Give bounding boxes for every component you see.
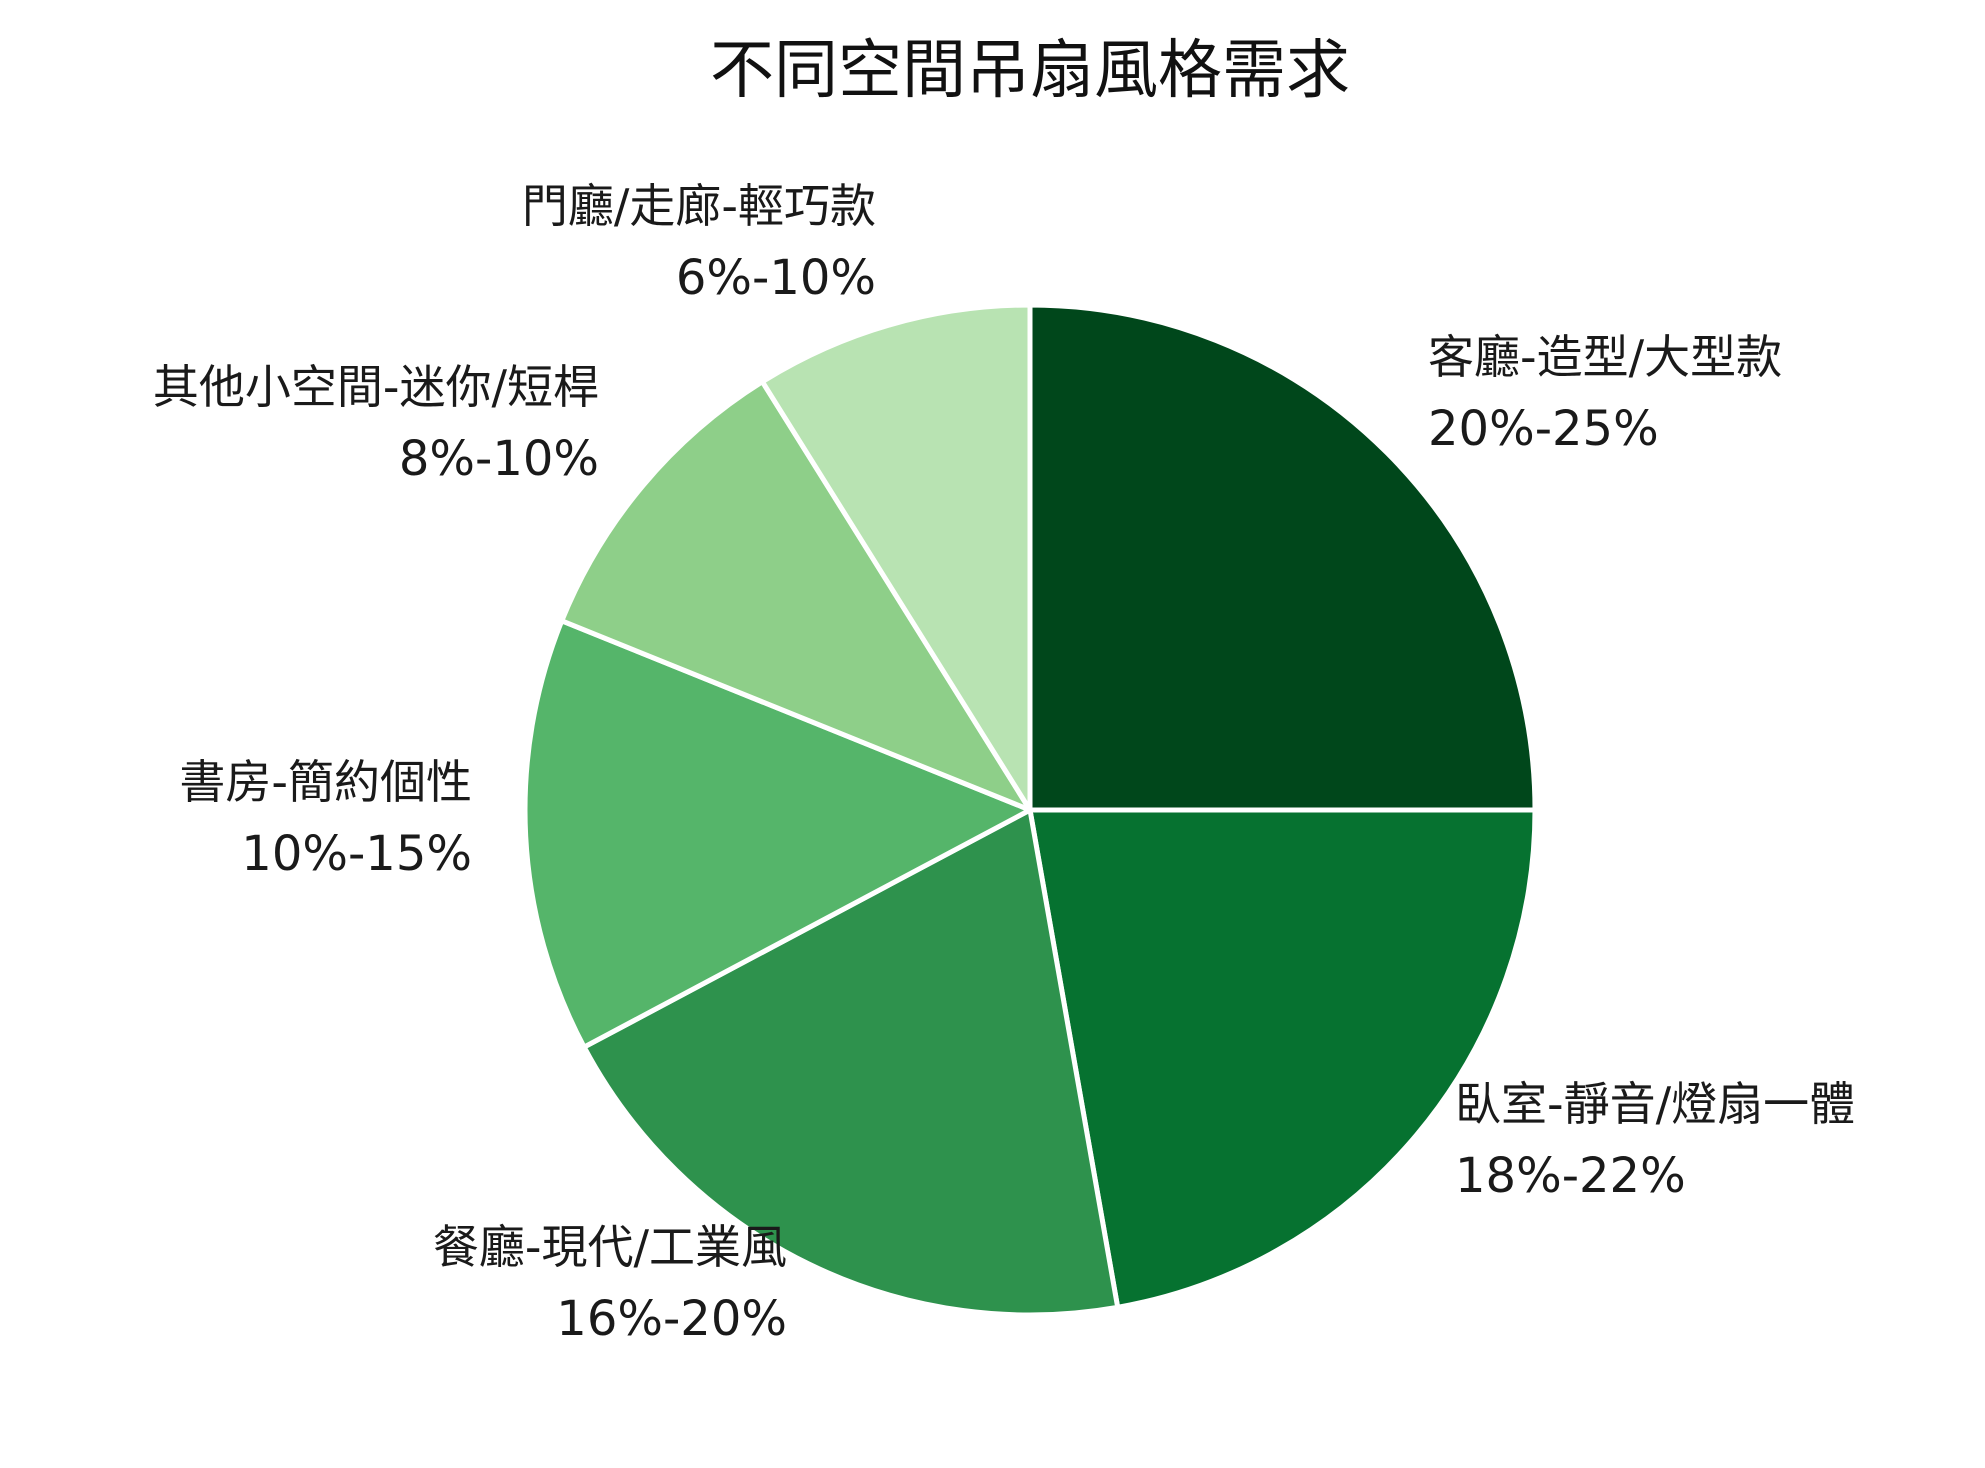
slice-label-3: 餐廳-現代/工業風 (433, 1220, 787, 1274)
slice-label-5: 其他小空間-迷你/短桿 (153, 360, 599, 414)
pie-slice-3 (581, 807, 1121, 1318)
pie-slice-2 (1027, 807, 1538, 1310)
pie-slices (522, 302, 1538, 1318)
slice-label-4: 書房-簡約個性 (179, 755, 472, 809)
slice-range-label-4: 10%-15% (241, 826, 472, 882)
chart-title: 不同空間吊扇風格需求 (710, 34, 1350, 108)
slice-range-label-3: 16%-20% (556, 1291, 787, 1347)
pie-slice-5 (559, 379, 1033, 813)
slice-label-2: 臥室-靜音/燈扇一體 (1455, 1077, 1855, 1131)
pie-labels: 客廳-造型/大型款 20%-25% 臥室-靜音/燈扇一體 18%-22% 餐廳-現代/工… (153, 179, 1855, 1347)
pie-slice-1 (1027, 302, 1538, 813)
slice-range-label-1: 20%-25% (1428, 401, 1659, 457)
pie-slice-6 (759, 302, 1033, 813)
slice-range-label-5: 8%-10% (399, 431, 599, 487)
slice-range-label-6: 6%-10% (676, 250, 876, 306)
slice-range-label-2: 18%-22% (1455, 1148, 1686, 1204)
pie-slice-4 (522, 618, 1033, 1050)
slice-label-6: 門廳/走廊-輕巧款 (522, 179, 876, 233)
slice-label-1: 客廳-造型/大型款 (1428, 330, 1782, 384)
